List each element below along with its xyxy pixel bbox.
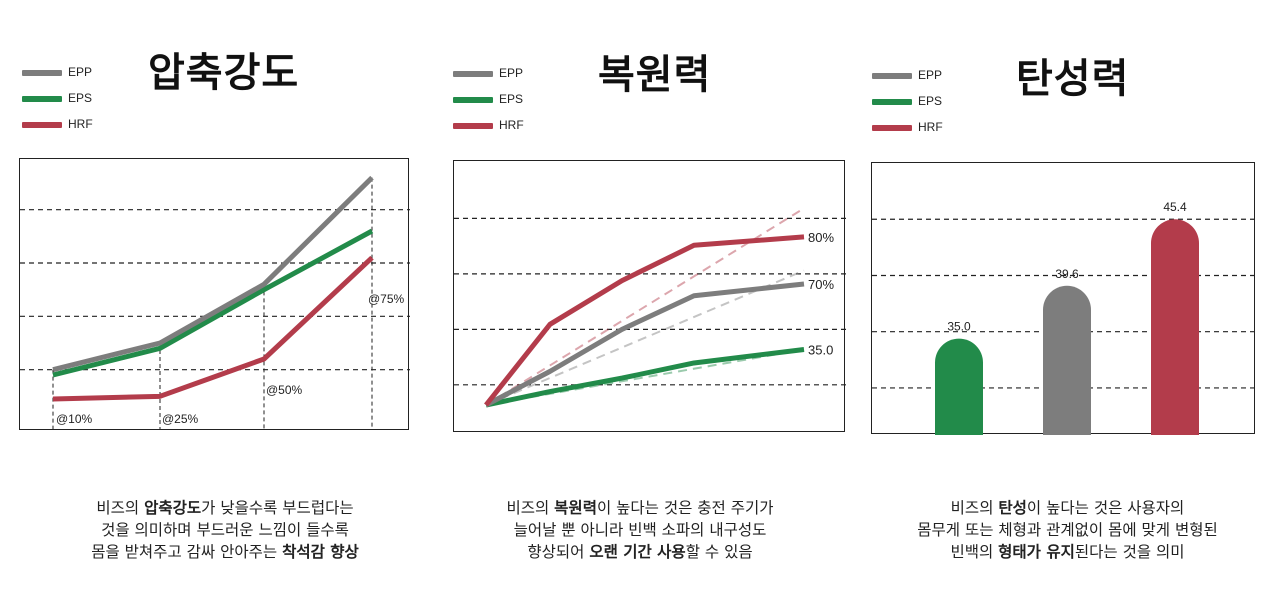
- legend-item-eps: EPS: [453, 88, 573, 114]
- bar-value-label: 35.0: [947, 320, 971, 334]
- desc-line: 비즈의 압축강도가 낮을수록 부드럽다는: [0, 497, 450, 519]
- desc-text: 가 낮을수록 부드럽다는: [201, 499, 354, 517]
- desc-line: 몸무게 또는 체형과 관계없이 몸에 맞게 변형된: [855, 519, 1280, 541]
- desc-text: 몸무게 또는 체형과 관계없이 몸에 맞게 변형된: [917, 521, 1218, 539]
- chart-compression: @10% @25% @50% @75%: [20, 175, 410, 429]
- chart-title-compression: 압축강도: [148, 50, 300, 96]
- desc-text: 비즈의: [96, 499, 145, 517]
- series-line-hrf: [52, 255, 374, 402]
- desc-line: 비즈의 복원력이 높다는 것은 충전 주기가: [425, 497, 855, 519]
- x-tick-label: @75%: [368, 292, 405, 306]
- plot-area-resilience: 80% 70% 35.0: [453, 160, 846, 432]
- description-elasticity: 비즈의 탄성이 높다는 것은 사용자의 몸무게 또는 체형과 관계없이 몸에 맞…: [855, 497, 1280, 563]
- bar-epp: [1043, 285, 1091, 435]
- legend-label-hrf: HRF: [68, 117, 93, 131]
- panel-compression: 압축강도 EPP EPS HRF @10% @25% @50% @75% 비즈의 압축…: [0, 0, 425, 593]
- legend-item-hrf: HRF: [453, 114, 573, 140]
- desc-line: 것을 의미하며 부드러운 느낌이 들수록: [0, 519, 450, 541]
- end-label-eps: 35.0: [808, 343, 833, 358]
- description-compression: 비즈의 압축강도가 낮을수록 부드럽다는 것을 의미하며 부드러운 느낌이 들수…: [0, 497, 450, 563]
- legend-elasticity: EPP EPS HRF: [872, 64, 992, 142]
- trend-line-epp: [485, 269, 805, 406]
- series-line-epp: [484, 281, 805, 408]
- end-label-epp: 70%: [808, 277, 834, 292]
- desc-emph: 압축강도: [144, 499, 202, 517]
- legend-swatch-epp: [22, 70, 62, 76]
- desc-text: 할 수 있음: [685, 543, 753, 561]
- legend-swatch-eps: [872, 99, 912, 105]
- legend-swatch-eps: [22, 96, 62, 102]
- legend-compression: EPP EPS HRF: [22, 61, 142, 139]
- chart-resilience: 80% 70% 35.0: [454, 207, 846, 408]
- chart-title-elasticity: 탄성력: [1016, 56, 1130, 102]
- legend-item-epp: EPP: [453, 62, 573, 88]
- desc-text: 늘어날 뿐 아니라 빈백 소파의 내구성도: [513, 521, 767, 539]
- chart-title-resilience: 복원력: [598, 52, 712, 98]
- legend-swatch-epp: [453, 71, 493, 77]
- trend-line-hrf: [485, 207, 805, 406]
- desc-emph: 복원력: [554, 499, 597, 517]
- series-line-epp: [52, 175, 374, 373]
- desc-line: 몸을 받쳐주고 감싸 안아주는 착석감 향상: [0, 541, 450, 563]
- legend-swatch-hrf: [872, 125, 912, 131]
- panel-elasticity: 탄성력 EPP EPS HRF 35.0 39.6 45.4 비즈의 탄성이 높다는…: [855, 0, 1280, 593]
- plot-area-elasticity: 35.0 39.6 45.4: [871, 162, 1256, 435]
- legend-label-epp: EPP: [68, 65, 93, 79]
- series-line-hrf: [484, 234, 805, 407]
- legend-label-hrf: HRF: [918, 120, 943, 134]
- legend-item-epp: EPP: [22, 61, 142, 87]
- x-tick-label: @50%: [266, 383, 303, 397]
- desc-text: 비즈의: [506, 499, 555, 517]
- bar-hrf: [1151, 219, 1199, 435]
- desc-emph: 탄성: [998, 499, 1027, 517]
- desc-text: 비즈의: [950, 499, 999, 517]
- legend-item-hrf: HRF: [872, 116, 992, 142]
- series-line-eps: [485, 347, 805, 408]
- panel-resilience: 복원력 EPP EPS HRF 80% 70% 35.0 비즈의 복원력이 높다는 …: [425, 0, 855, 593]
- desc-text: 몸을 받쳐주고 감싸 안아주는: [91, 543, 283, 561]
- desc-text: 향상되어: [527, 543, 590, 561]
- legend-label-eps: EPS: [68, 91, 93, 105]
- desc-line: 늘어날 뿐 아니라 빈백 소파의 내구성도: [425, 519, 855, 541]
- desc-text: 된다는 것을 의미: [1074, 543, 1185, 561]
- legend-resilience: EPP EPS HRF: [453, 62, 573, 140]
- desc-text: 것을 의미하며 부드러운 느낌이 들수록: [101, 521, 349, 539]
- bar-eps: [935, 338, 983, 435]
- bar-value-label: 39.6: [1055, 267, 1079, 281]
- desc-emph: 착석감 향상: [282, 543, 359, 561]
- chart-elasticity: 35.0 39.6 45.4: [872, 200, 1256, 435]
- x-tick-label: @25%: [162, 412, 199, 426]
- legend-swatch-hrf: [453, 123, 493, 129]
- desc-line: 향상되어 오랜 기간 사용할 수 있음: [425, 541, 855, 563]
- legend-label-epp: EPP: [499, 66, 524, 80]
- desc-line: 빈백의 형태가 유지된다는 것을 의미: [855, 541, 1280, 563]
- legend-swatch-hrf: [22, 122, 62, 128]
- description-resilience: 비즈의 복원력이 높다는 것은 충전 주기가 늘어날 뿐 아니라 빈백 소파의 …: [425, 497, 855, 563]
- desc-text: 빈백의: [950, 543, 999, 561]
- desc-text: 이 높다는 것은 사용자의: [1026, 499, 1185, 517]
- desc-line: 비즈의 탄성이 높다는 것은 사용자의: [855, 497, 1280, 519]
- legend-item-hrf: HRF: [22, 113, 142, 139]
- legend-item-eps: EPS: [22, 87, 142, 113]
- end-label-hrf: 80%: [808, 230, 834, 245]
- legend-swatch-eps: [453, 97, 493, 103]
- legend-label-eps: EPS: [499, 92, 524, 106]
- legend-label-hrf: HRF: [499, 118, 524, 132]
- legend-label-epp: EPP: [918, 68, 943, 82]
- series-line-eps: [52, 228, 374, 378]
- desc-text: 이 높다는 것은 충전 주기가: [596, 499, 774, 517]
- plot-area-compression: @10% @25% @50% @75%: [19, 158, 410, 430]
- desc-emph: 형태가 유지: [998, 543, 1075, 561]
- bar-value-label: 45.4: [1163, 200, 1187, 214]
- legend-item-eps: EPS: [872, 90, 992, 116]
- x-tick-label: @10%: [56, 412, 93, 426]
- desc-emph: 오랜 기간 사용: [589, 543, 686, 561]
- legend-item-epp: EPP: [872, 64, 992, 90]
- legend-label-eps: EPS: [918, 94, 943, 108]
- legend-swatch-epp: [872, 73, 912, 79]
